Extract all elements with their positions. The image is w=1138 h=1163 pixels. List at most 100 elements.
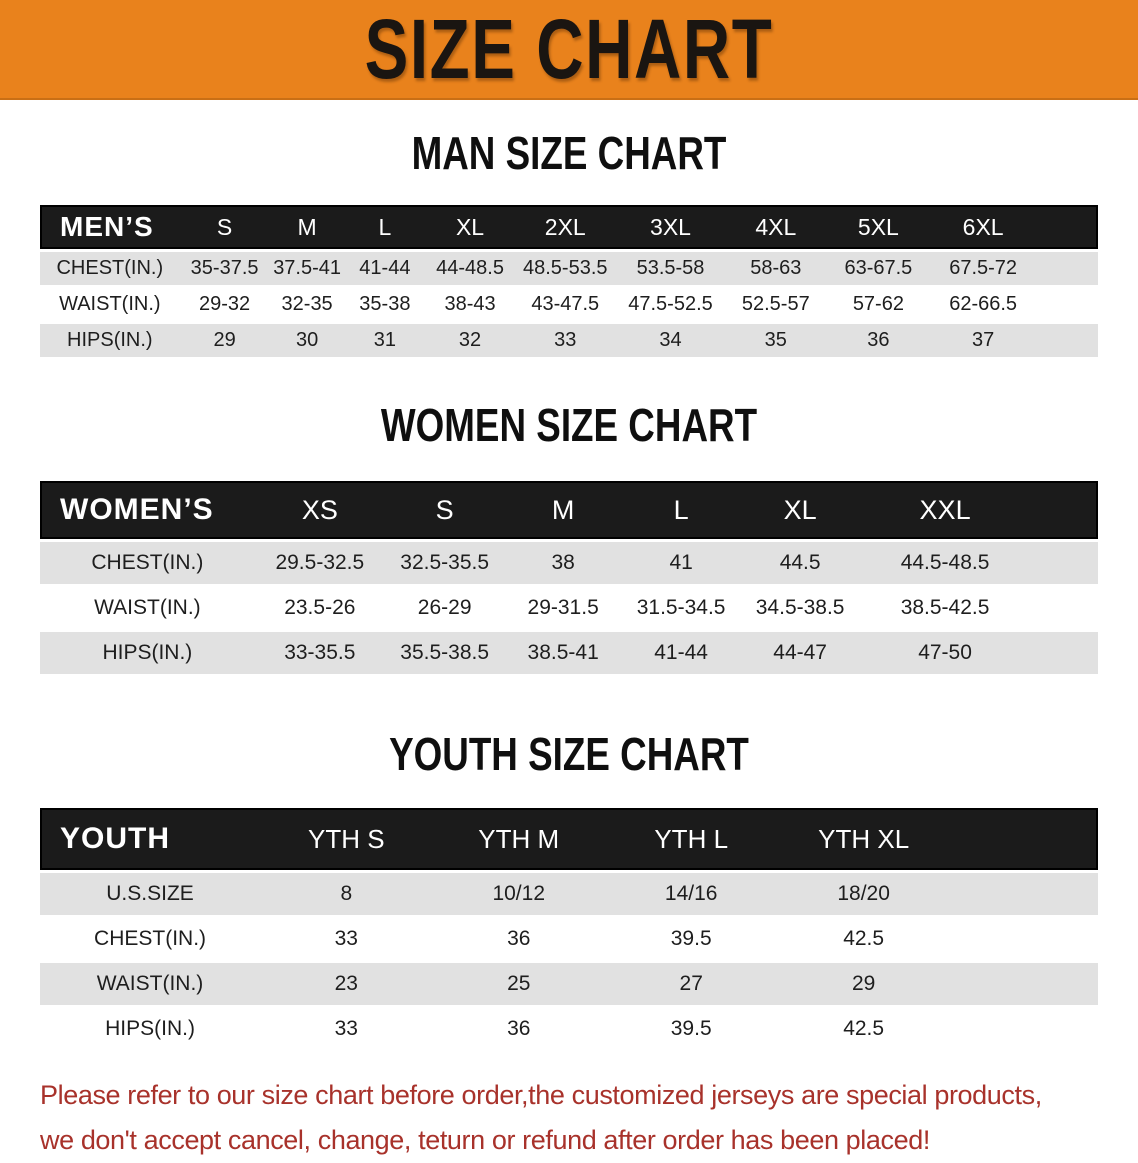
size-value: 33 [260,1008,433,1050]
row-label: HIPS(IN.) [40,1008,261,1050]
size-column-header: YTH L [604,808,778,870]
size-value: 34 [615,324,726,357]
size-value: 42.5 [777,918,950,960]
size-column-header: XL [425,205,515,249]
policy-line-2: we don't accept cancel, change, teturn o… [40,1125,930,1155]
size-value: 29 [179,324,270,357]
order-policy-note: Please refer to our size chart before or… [40,1073,1098,1163]
size-value: 33-35.5 [254,632,385,674]
size-value: 31.5-34.5 [621,587,741,629]
size-value: 38.5-41 [504,632,622,674]
size-value: 38 [504,542,622,584]
row-label: U.S.SIZE [40,873,261,915]
size-value: 35.5-38.5 [384,632,505,674]
size-value: 52.5-57 [725,288,827,321]
table-row: HIPS(IN.) 33-35.5 35.5-38.5 38.5-41 41-44 44-… [40,632,1098,674]
size-value: 67.5-72 [930,252,1036,285]
youth-size-table: YOUTH YTH S YTH M YTH L YTH XL U.S.SIZE 8 10/12… [40,805,1098,1053]
size-value: 26-29 [384,587,505,629]
size-value: 47-50 [859,632,1031,674]
size-value: 39.5 [604,918,778,960]
size-column-header: 4XL [725,205,827,249]
size-value: 33 [515,324,616,357]
size-value: 42.5 [777,1008,950,1050]
table-row: CHEST(IN.) 35-37.5 37.5-41 41-44 44-48.5 48.5… [40,252,1098,285]
size-value: 34.5-38.5 [740,587,860,629]
row-filler-cell [1030,632,1098,674]
size-value: 44.5 [740,542,860,584]
size-column-header: M [504,481,622,539]
table-group-label: MEN’S [40,205,180,249]
size-table: YOUTH YTH S YTH M YTH L YTH XL U.S.SIZE 8 10/12… [40,805,1098,1053]
size-value: 35-37.5 [179,252,270,285]
womens-size-table: WOMEN’S XS S M L XL XXL CHEST(IN.) 29.5-32.5 32.5… [40,478,1098,677]
size-value: 38-43 [425,288,515,321]
size-value: 18/20 [777,873,950,915]
size-value: 36 [432,1008,605,1050]
mens-size-table: MEN’S S M L XL 2XL 3XL 4XL 5XL 6XL CHEST(IN.) 35-37… [40,202,1098,360]
row-filler-cell [1035,324,1098,357]
row-label: CHEST(IN.) [40,542,255,584]
size-value: 29-31.5 [504,587,622,629]
size-column-header: 5XL [826,205,931,249]
table-row: U.S.SIZE 8 10/12 14/16 18/20 [40,873,1098,915]
row-filler-cell [949,1008,1098,1050]
table-group-label: YOUTH [40,808,261,870]
size-value: 39.5 [604,1008,778,1050]
row-filler-cell [949,873,1098,915]
size-column-header: L [344,205,426,249]
size-column-header: YTH S [260,808,433,870]
size-table: MEN’S S M L XL 2XL 3XL 4XL 5XL 6XL CHEST(IN.) 35-37… [40,202,1098,360]
size-value: 8 [260,873,433,915]
row-label: WAIST(IN.) [40,288,180,321]
table-header-row: MEN’S S M L XL 2XL 3XL 4XL 5XL 6XL [40,205,1098,249]
size-value: 41 [621,542,741,584]
size-value: 41-44 [344,252,426,285]
youth-section-title: YOUTH SIZE CHART [389,728,749,780]
size-value: 57-62 [826,288,931,321]
size-value: 10/12 [432,873,605,915]
women-section-title: WOMEN SIZE CHART [380,399,758,451]
size-column-header: S [179,205,270,249]
size-value: 36 [826,324,931,357]
size-value: 32 [425,324,515,357]
size-value: 29 [777,963,950,1005]
table-row: HIPS(IN.) 33 36 39.5 42.5 [40,1008,1098,1050]
size-value: 31 [344,324,426,357]
size-value: 14/16 [604,873,778,915]
size-column-header: YTH XL [777,808,950,870]
size-value: 62-66.5 [930,288,1036,321]
banner-title: SIZE CHART [364,1,774,96]
row-label: HIPS(IN.) [40,632,255,674]
size-value: 30 [269,324,345,357]
header-filler-cell [949,808,1098,870]
size-value: 33 [260,918,433,960]
size-value: 32.5-35.5 [384,542,505,584]
size-value: 27 [604,963,778,1005]
row-label: HIPS(IN.) [40,324,180,357]
table-row: CHEST(IN.) 29.5-32.5 32.5-35.5 38 41 44.5 44.5… [40,542,1098,584]
size-value: 43-47.5 [515,288,616,321]
row-filler-cell [1030,587,1098,629]
size-value: 32-35 [269,288,345,321]
row-filler-cell [1035,288,1098,321]
row-label: WAIST(IN.) [40,963,261,1005]
header-filler-cell [1035,205,1098,249]
size-value: 25 [432,963,605,1005]
size-column-header: M [269,205,345,249]
size-value: 35 [725,324,827,357]
size-column-header: XS [254,481,385,539]
table-header-row: WOMEN’S XS S M L XL XXL [40,481,1098,539]
table-row: WAIST(IN.) 29-32 32-35 35-38 38-43 43-47.5 47.… [40,288,1098,321]
size-value: 48.5-53.5 [515,252,616,285]
man-section-title: MAN SIZE CHART [411,127,727,179]
size-value: 38.5-42.5 [859,587,1031,629]
size-column-header: 2XL [515,205,616,249]
table-header-row: YOUTH YTH S YTH M YTH L YTH XL [40,808,1098,870]
size-chart-banner: SIZE CHART [0,0,1138,100]
size-value: 44-47 [740,632,860,674]
table-row: WAIST(IN.) 23.5-26 26-29 29-31.5 31.5-34.5 34… [40,587,1098,629]
row-filler-cell [1030,542,1098,584]
row-label: CHEST(IN.) [40,918,261,960]
size-column-header: XL [740,481,860,539]
